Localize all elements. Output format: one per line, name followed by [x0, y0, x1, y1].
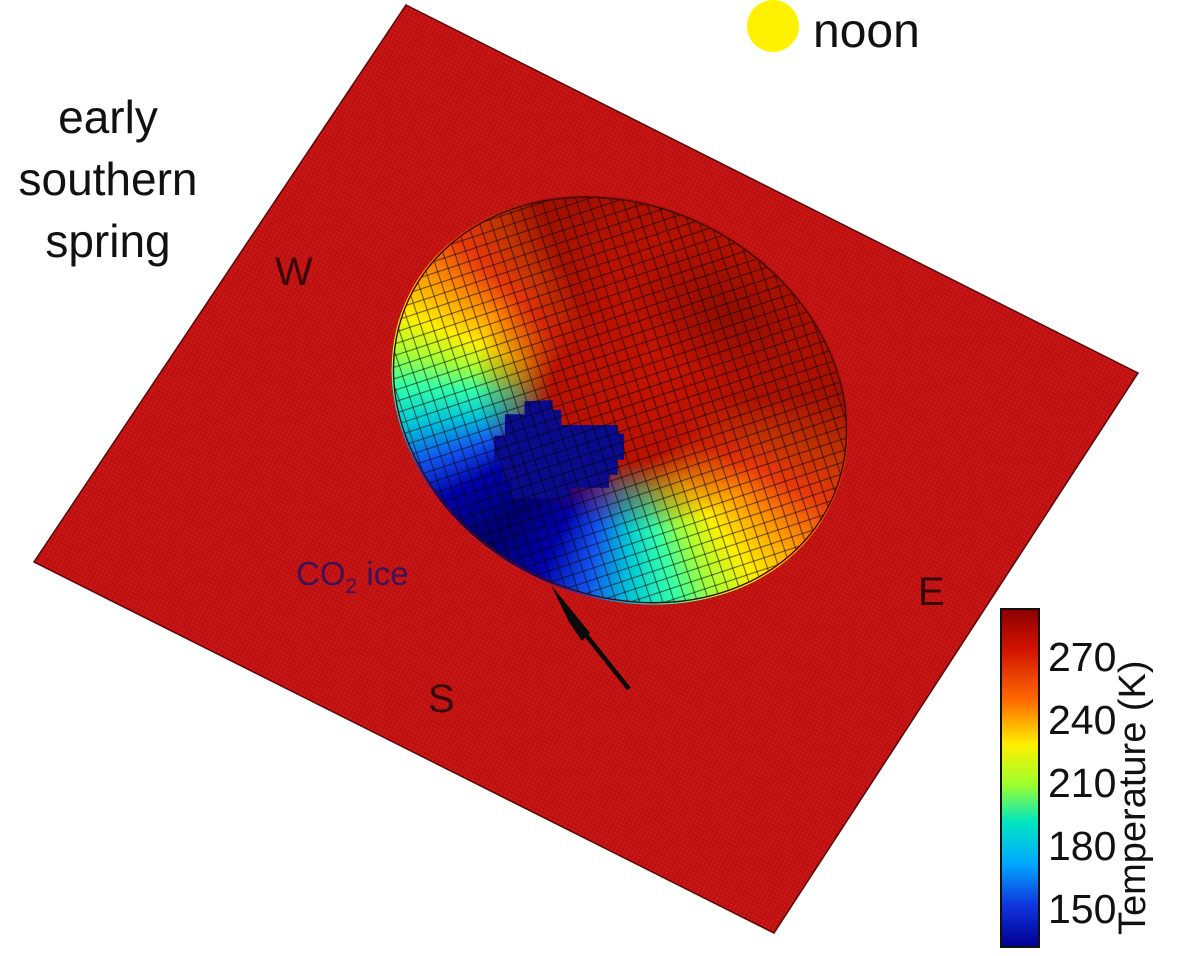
- svg-text:CO2 ice: CO2 ice: [296, 555, 409, 598]
- svg-text:E: E: [918, 570, 945, 614]
- svg-text:spring: spring: [45, 215, 170, 267]
- svg-text:noon: noon: [813, 5, 920, 58]
- svg-text:Temperature (K): Temperature (K): [1112, 660, 1154, 935]
- svg-text:southern: southern: [18, 153, 197, 205]
- svg-text:S: S: [428, 677, 455, 721]
- svg-text:240: 240: [1048, 697, 1116, 743]
- svg-text:150: 150: [1048, 886, 1116, 932]
- svg-text:W: W: [275, 250, 313, 294]
- svg-text:270: 270: [1048, 634, 1116, 680]
- svg-text:210: 210: [1048, 760, 1116, 806]
- svg-text:early: early: [58, 91, 158, 143]
- svg-text:180: 180: [1048, 823, 1116, 869]
